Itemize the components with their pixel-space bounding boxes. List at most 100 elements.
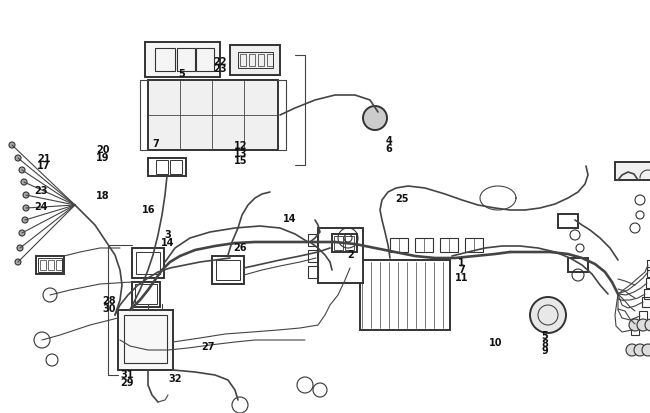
Bar [465,238,483,252]
Bar [196,48,214,71]
Text: 7: 7 [458,265,465,275]
Bar [212,256,244,284]
Bar [230,45,280,75]
Text: 7: 7 [153,139,159,149]
Circle shape [17,245,23,251]
Bar [360,260,450,330]
Circle shape [22,217,28,223]
Text: 32: 32 [169,374,182,384]
Circle shape [530,297,566,333]
Circle shape [645,319,650,331]
Text: 1: 1 [458,258,465,268]
Bar [148,158,186,176]
Text: 29: 29 [120,378,133,388]
Bar [318,228,363,283]
Bar [440,238,458,252]
Text: 15: 15 [234,156,247,166]
Bar [334,236,343,250]
Bar [646,278,650,288]
Bar [642,297,650,307]
Text: 25: 25 [395,194,408,204]
Text: 16: 16 [142,205,155,215]
Text: 19: 19 [96,153,109,163]
Bar [124,315,167,363]
Circle shape [15,259,21,265]
Bar [148,80,278,150]
Circle shape [363,106,387,130]
Text: 13: 13 [234,149,247,159]
Bar [345,236,354,250]
Bar [36,256,64,274]
Bar [558,214,578,228]
Circle shape [21,179,27,185]
Text: 18: 18 [96,191,109,201]
Bar [48,260,54,270]
Bar [308,234,318,246]
Bar [415,238,433,252]
Text: 17: 17 [37,161,50,171]
Bar [238,52,273,68]
Text: 31: 31 [120,370,133,380]
Bar [308,250,318,262]
Bar [249,54,255,66]
Text: 6: 6 [385,144,392,154]
Text: 22: 22 [213,57,226,67]
Bar [639,311,647,321]
Bar [40,260,46,270]
Bar [170,160,182,174]
Circle shape [19,167,25,173]
Circle shape [15,155,21,161]
Text: 30: 30 [103,304,116,314]
Text: 8: 8 [541,339,548,349]
Bar [118,310,173,370]
Text: 27: 27 [202,342,214,352]
Text: 11: 11 [455,273,468,282]
Text: 2: 2 [348,250,354,260]
Text: 4: 4 [385,136,392,146]
Bar [308,266,318,278]
Bar [647,260,650,270]
Text: 12: 12 [234,141,247,151]
Circle shape [637,319,649,331]
Bar [568,258,588,272]
Text: 21: 21 [37,154,50,164]
Bar [216,260,240,280]
Bar [132,248,164,278]
Bar [145,42,220,77]
Bar [267,54,273,66]
Bar [136,252,160,274]
Circle shape [23,205,29,211]
Text: 23: 23 [213,64,226,74]
Circle shape [642,344,650,356]
Circle shape [9,142,15,148]
Bar [644,289,650,299]
Text: 14: 14 [161,238,174,248]
Bar [647,267,650,277]
Text: 20: 20 [96,145,109,155]
Text: 9: 9 [541,346,548,356]
Text: 5: 5 [179,69,185,78]
Bar [615,162,650,180]
Text: 26: 26 [234,243,247,253]
Text: 24: 24 [34,202,47,211]
Text: 10: 10 [489,338,502,348]
Bar [390,238,408,252]
Circle shape [626,344,638,356]
Text: 14: 14 [283,214,296,224]
Bar [156,160,168,174]
Bar [135,284,157,304]
Text: 28: 28 [103,297,116,306]
Circle shape [634,344,646,356]
Circle shape [19,230,25,236]
Bar [240,54,246,66]
Text: 23: 23 [34,186,47,196]
Bar [631,325,639,335]
Bar [132,282,160,307]
Bar [177,48,195,71]
Text: 3: 3 [164,230,171,240]
Bar [332,234,357,252]
Bar [56,260,62,270]
Circle shape [23,192,29,198]
Text: 5: 5 [541,331,548,341]
Bar [258,54,264,66]
